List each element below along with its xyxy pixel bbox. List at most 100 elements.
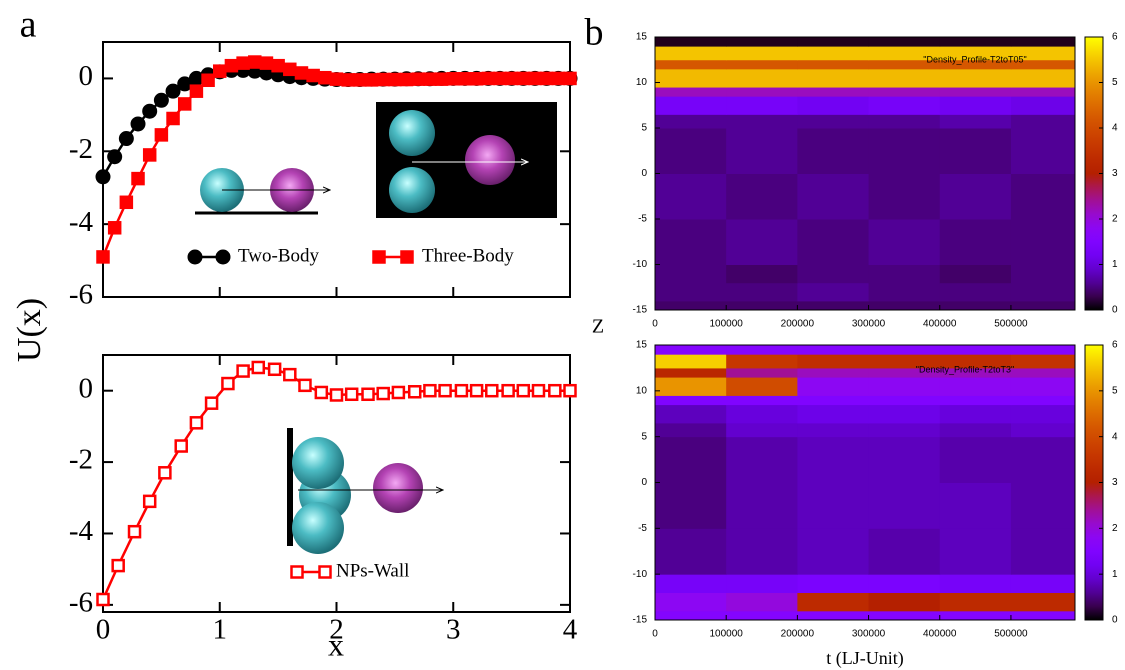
heat-cell [655,37,727,47]
heat-cell [797,128,869,174]
y-axis-label: Z [592,316,604,338]
heat-cell [1011,611,1076,621]
colorbar-tick-label: 1 [1112,569,1118,580]
x-tick-label: 0 [96,614,111,646]
data-point [129,526,140,537]
data-point [319,72,330,83]
data-point [159,467,170,478]
data-point [155,94,168,107]
y-tick-label: 10 [636,385,648,396]
heat-cell [797,405,869,424]
heat-cell [726,265,798,284]
data-point [346,389,357,400]
data-point [253,362,264,373]
data-point [486,385,497,396]
heat-cell [869,423,941,437]
heat-cell [797,265,869,284]
data-point [226,60,237,71]
heat-cell [1011,174,1076,220]
colorbar-tick-label: 5 [1112,77,1118,88]
legend-marker [374,252,385,263]
heat-cell [726,593,798,612]
data-point [191,86,202,97]
heat-cell [869,593,941,612]
data-point [176,441,187,452]
data-point [113,560,124,571]
heat-cell [726,87,798,97]
heat-cell [726,377,798,396]
data-point [393,387,404,398]
y-tick-label: -10 [633,259,648,270]
y-tick-label: -10 [633,569,648,580]
x-tick-label: 200000 [781,319,815,330]
legend-label: NPs-Wall [336,560,409,581]
data-point [273,60,284,71]
heat-cell [940,128,1012,174]
heatmap-title: "Density_Profile-T2toT3" [916,364,1014,374]
heat-cell [1011,283,1076,302]
colorbar-tick-label: 2 [1112,523,1118,534]
heat-cell [726,37,798,47]
x-tick-label: 400000 [923,629,957,640]
heat-cell [655,437,727,483]
data-point [168,113,179,124]
heat-cell [655,60,727,70]
colorbar-tick-label: 5 [1112,385,1118,396]
heat-cell [869,437,941,483]
y-tick-label: -2 [69,133,93,165]
inset-two-body [195,168,330,213]
heat-cell [655,46,727,60]
data-point [308,70,319,81]
heat-cell [940,96,1012,115]
heat-cell [940,37,1012,47]
heat-cell [797,395,869,405]
heat-cell [940,219,1012,265]
data-point [121,197,132,208]
colorbar-tick-label: 4 [1112,123,1118,134]
heat-cell [797,46,869,60]
heat-cell [726,395,798,405]
heat-cell [726,528,798,574]
heat-cell [655,128,727,174]
heat-cell [940,265,1012,284]
data-point [440,385,451,396]
heat-cell [726,423,798,437]
heat-cell [869,114,941,128]
heat-cell [797,423,869,437]
heat-cell [655,174,727,220]
heat-cell [869,574,941,593]
heat-cell [940,174,1012,220]
heat-cell [869,265,941,284]
heat-cell [940,114,1012,128]
heat-cell [655,611,727,621]
heat-cell [655,96,727,115]
data-point [363,389,374,400]
heat-cell [869,174,941,220]
data-point [471,73,482,84]
colorbar-tick-label: 0 [1112,305,1118,316]
heat-cell [655,395,727,405]
heat-cell [797,345,869,355]
data-point [120,132,133,145]
heat-cell [869,69,941,88]
x-tick-label: 0 [652,319,658,330]
data-point [413,74,424,85]
data-point [191,417,202,428]
y-tick-label: -6 [69,279,93,311]
data-point [238,366,249,377]
y-tick-label: 15 [636,32,648,43]
data-point [222,378,233,389]
data-point [459,73,470,84]
data-point [179,98,190,109]
data-point [541,73,552,84]
heat-cell [655,69,727,88]
panel-label: a [20,4,37,46]
heat-cell [869,483,941,529]
data-point [409,386,420,397]
heat-cell [940,283,1012,302]
heat-cell [1011,354,1076,368]
heat-cell [940,395,1012,405]
data-point [503,385,514,396]
heat-cell [940,405,1012,424]
data-point [316,387,327,398]
